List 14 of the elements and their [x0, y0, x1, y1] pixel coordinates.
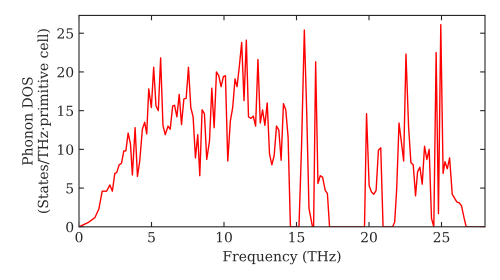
y-tick-label: 10 [58, 144, 74, 155]
y-tick-label: 15 [58, 106, 74, 116]
x-tick-label: 15 [289, 232, 304, 242]
y-tick-label: 25 [57, 28, 74, 39]
x-tick-label: 25 [434, 232, 450, 242]
x-tick-label: 0 [75, 232, 82, 242]
y-tick-label: 20 [57, 66, 74, 78]
y-tick-label: 0 [66, 222, 74, 232]
x-axis-title: Frequency (THz) [223, 250, 340, 264]
x-tick-label: 20 [361, 232, 377, 242]
x-tick-label: 5 [148, 232, 155, 242]
y-tick-label: 5 [66, 183, 74, 194]
y-axis-title: Phonon DOS (States/THz·primitive cell) [22, 29, 51, 213]
x-tick-label: 10 [216, 232, 232, 242]
